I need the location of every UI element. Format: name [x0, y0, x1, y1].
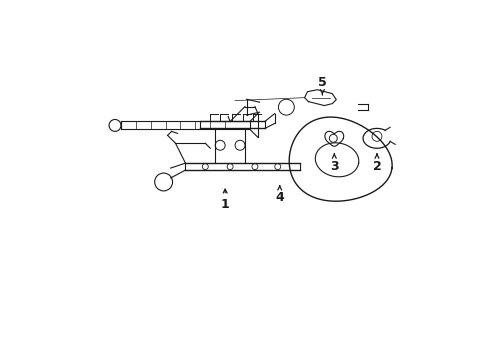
Text: 2: 2: [372, 154, 381, 172]
Text: 4: 4: [275, 186, 284, 204]
Text: 5: 5: [317, 76, 326, 95]
Text: 3: 3: [329, 154, 338, 172]
Bar: [121, 121, 249, 129]
Text: 1: 1: [220, 189, 229, 211]
